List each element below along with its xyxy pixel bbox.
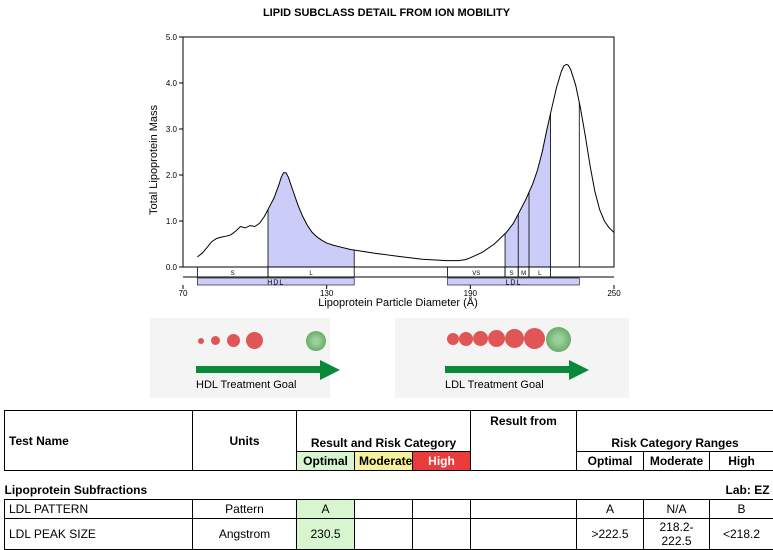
range-moderate-cell: 218.2-222.5 — [644, 518, 710, 549]
ldl-goal-label: LDL Treatment Goal — [445, 379, 544, 391]
section-title: Lipoprotein Subfractions — [5, 481, 577, 500]
hdl-particle-icon — [246, 332, 263, 349]
hdl-arrowhead-icon — [320, 360, 340, 380]
header-result-high: High — [413, 452, 471, 471]
shaded-regions — [268, 113, 551, 267]
y-tick-label: 1.0 — [166, 217, 178, 226]
band-segment-label: S — [510, 271, 514, 277]
ldl-particle-icon — [524, 328, 545, 349]
table-row: LDL PATTERN Pattern A A N/A B — [5, 499, 773, 518]
ldl-particle-icon — [473, 331, 488, 346]
header-result-risk: Result and Risk Category — [297, 411, 471, 452]
y-tick-label: 2.0 — [166, 171, 178, 180]
x-axis-label: Lipoprotein Particle Diameter (Å) — [318, 296, 478, 309]
test-name-cell: LDL PEAK SIZE — [5, 518, 193, 549]
hdl-arrow-icon — [196, 366, 326, 373]
subclass-bands: S L VS S M L HDL LDL — [183, 267, 614, 287]
band-segment-label: L — [309, 271, 313, 277]
high-result-cell — [413, 518, 471, 549]
header-range-high: High — [710, 452, 773, 471]
y-tick-label: 3.0 — [166, 125, 178, 134]
header-result-from: Result from — [471, 411, 577, 471]
shaded-region-hdl — [268, 173, 354, 267]
hdl-goal-label: HDL Treatment Goal — [196, 379, 296, 391]
hdl-particle-icon — [211, 336, 220, 345]
band-segment-label: M — [521, 271, 526, 277]
x-tick-label: 70 — [179, 289, 188, 298]
x-tick-label: 250 — [607, 289, 621, 298]
header-range-moderate: Moderate — [644, 452, 710, 471]
ldl-particle-icon — [447, 333, 459, 345]
band-segment-label: L — [538, 271, 542, 277]
range-high-cell: <218.2 — [710, 518, 773, 549]
range-optimal-cell: >222.5 — [577, 518, 644, 549]
table-row: LDL PEAK SIZE Angstrom 230.5 >222.5 218.… — [5, 518, 773, 549]
ldl-arrow-icon — [445, 366, 575, 373]
ldl-arrowhead-icon — [569, 360, 589, 380]
header-test-name: Test Name — [5, 411, 193, 471]
y-tick-label: 4.0 — [166, 79, 178, 88]
y-axis-label: Total Lipoprotein Mass — [148, 104, 160, 215]
ldl-particle-icon — [488, 330, 505, 347]
moderate-result-cell — [355, 499, 413, 518]
range-moderate-cell: N/A — [644, 499, 710, 518]
result-from-cell — [471, 518, 577, 549]
result-from-cell — [471, 499, 577, 518]
hdl-goal-panel: HDL Treatment Goal — [150, 318, 330, 398]
header-result-moderate: Moderate — [355, 452, 413, 471]
range-optimal-cell: A — [577, 499, 644, 518]
header-range-optimal: Optimal — [577, 452, 644, 471]
result-value-cell: A — [297, 499, 355, 518]
y-tick-label: 0.0 — [166, 263, 178, 272]
range-high-cell: B — [710, 499, 773, 518]
ldl-particle-icon — [505, 329, 524, 348]
band-segment-label: S — [231, 271, 235, 277]
band-segment-label: VS — [472, 271, 480, 277]
hdl-particle-icon — [198, 338, 204, 344]
ldl-goal-panel: LDL Treatment Goal — [395, 318, 629, 398]
units-cell: Angstrom — [193, 518, 297, 549]
y-axis-ticks: 0.0 1.0 2.0 3.0 4.0 5.0 — [166, 33, 183, 272]
units-cell: Pattern — [193, 499, 297, 518]
result-value-cell: 230.5 — [297, 518, 355, 549]
hdl-particle-icon — [227, 334, 240, 347]
mass-curve — [197, 65, 614, 267]
header-result-optimal: Optimal — [297, 452, 355, 471]
band-region-label: LDL — [506, 280, 522, 287]
results-table: Test Name Units Result and Risk Category… — [4, 410, 773, 550]
ldl-goal-particle-icon — [546, 327, 571, 352]
moderate-result-cell — [355, 518, 413, 549]
high-result-cell — [413, 499, 471, 518]
lab-label: Lab: EZ — [577, 481, 773, 500]
hdl-goal-particle-icon — [306, 331, 326, 351]
band-region-label: HDL — [267, 280, 284, 287]
test-name-cell: LDL PATTERN — [5, 499, 193, 518]
y-tick-label: 5.0 — [166, 33, 178, 42]
header-units: Units — [193, 411, 297, 471]
header-risk-ranges: Risk Category Ranges — [577, 411, 773, 452]
ldl-particle-icon — [459, 332, 473, 346]
shaded-region-ldl — [505, 113, 550, 267]
